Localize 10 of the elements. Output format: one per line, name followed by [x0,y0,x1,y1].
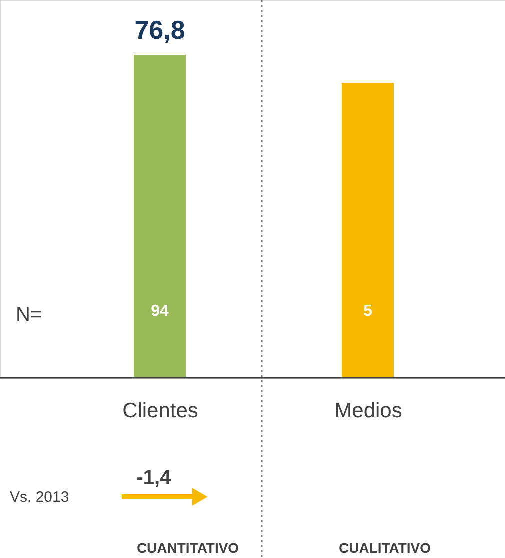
text: CUANTITATIVO [136,540,240,556]
annotation: 5 [364,303,373,320]
x-tick-label: Clientes [122,400,198,422]
text: CUALITATIVO [338,540,432,556]
data-label: 76,8 [134,15,186,45]
text: -1,4 [136,467,172,489]
text: Vs. 2013 [10,489,70,506]
x-tick-label: Medios [334,400,402,422]
annotation: 94 [151,303,169,320]
annotation: N= [16,304,42,326]
